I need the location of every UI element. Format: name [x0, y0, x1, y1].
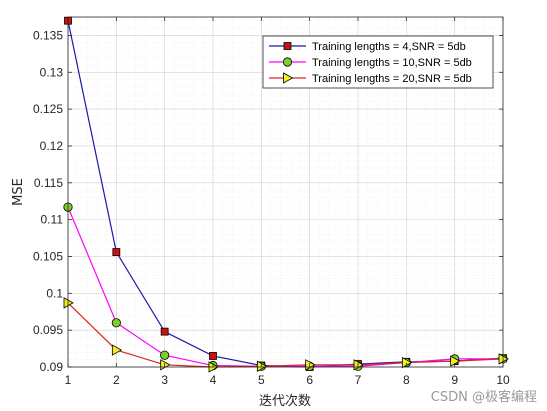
series-line-2 — [67, 206, 503, 367]
x-tick-label: 10 — [496, 373, 510, 387]
legend-label-1: Training lengths = 4,SNR = 5db — [312, 41, 466, 53]
legend-marker-1 — [283, 42, 292, 50]
x-tick-label: 7 — [355, 373, 362, 387]
legend-marker-2 — [282, 57, 293, 67]
y-tick-label: 0.11 — [41, 213, 64, 227]
x-tick-label: 8 — [403, 373, 410, 387]
series-1-point — [160, 327, 169, 336]
series-1-point — [209, 352, 217, 360]
series-3-point — [63, 297, 74, 309]
series-3-point — [498, 353, 509, 365]
y-tick-label: 0.1 — [46, 286, 63, 300]
x-tick-label: 9 — [451, 373, 458, 387]
series-line-3 — [67, 302, 504, 368]
x-tick-label: 3 — [161, 373, 168, 387]
plot-frame — [67, 16, 504, 368]
series-2-point — [160, 350, 170, 360]
series-3-point — [111, 344, 123, 356]
y-tick-label: 0.115 — [34, 176, 63, 190]
y-tick-label: 0.095 — [33, 323, 63, 337]
legend-label-2: Training lengths = 10,SNR = 5db — [312, 57, 472, 69]
watermark: CSDN @极客编程 — [430, 390, 537, 405]
series-1-point — [112, 248, 121, 256]
y-tick-label: 0.105 — [33, 249, 63, 263]
x-tick-label: 5 — [258, 373, 265, 387]
x-tick-label: 6 — [306, 373, 313, 387]
minor-grid — [68, 17, 503, 367]
series-lines — [67, 20, 504, 368]
legend-marker-3 — [283, 72, 294, 84]
x-axis-label: 迭代次数 — [259, 393, 311, 409]
x-ticks: 1 2 3 4 5 6 7 8 9 10 — [65, 17, 510, 387]
x-tick-label: 4 — [210, 373, 217, 387]
y-tick-label: 0.135 — [33, 28, 63, 42]
y-tick-label: 0.12 — [40, 139, 64, 153]
series-2-point — [111, 318, 121, 328]
legend: Training lengths = 4,SNR = 5db Training l… — [262, 35, 494, 89]
x-tick-label: 2 — [113, 373, 120, 387]
legend-label-3: Training lengths = 20,SNR = 5db — [312, 73, 472, 85]
y-ticks: 0.09 0.095 0.1 0.105 0.11 0.115 0.12 0.125 0.13 0… — [33, 28, 503, 374]
series-3-point — [256, 360, 268, 372]
x-tick-label: 1 — [65, 373, 72, 387]
y-tick-label: 0.13 — [40, 65, 64, 79]
y-tick-label: 0.09 — [40, 360, 64, 374]
y-axis-label: MSE — [11, 178, 26, 206]
series-3-point — [401, 356, 413, 369]
y-tick-label: 0.125 — [33, 102, 63, 116]
series-3-point — [450, 355, 461, 367]
